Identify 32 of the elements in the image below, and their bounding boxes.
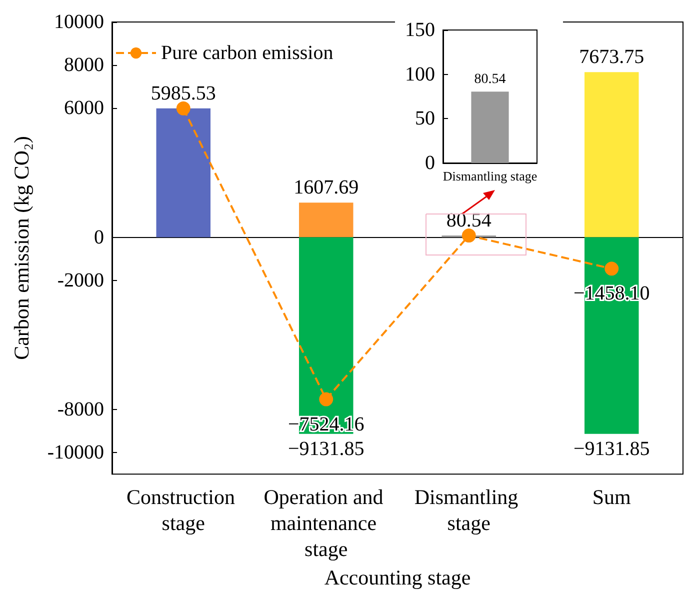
y-axis-title: Carbon emission (kg CO₂) — [10, 136, 34, 360]
point — [176, 101, 190, 116]
y-tick-label: 0 — [94, 226, 104, 248]
data-label: −9131.85 — [288, 438, 364, 460]
x-axis-title: Accounting stage — [324, 566, 471, 590]
y-tick-label: 0 — [425, 152, 435, 174]
data-label: 7673.75 — [579, 46, 644, 68]
data-label: 80.54 — [474, 72, 506, 88]
x-tick-label: Construction stage — [126, 485, 240, 536]
bar — [299, 202, 354, 238]
bar — [584, 72, 639, 238]
y-tick-label: -8000 — [57, 398, 104, 421]
point — [604, 262, 619, 276]
y-tick-label: 50 — [415, 108, 435, 130]
legend-label: Pure carbon emission — [161, 42, 334, 64]
x-tick-label: Operation and maintenance stage — [264, 485, 389, 562]
y-tick-label: 100 — [405, 63, 435, 86]
y-tick-label: -10000 — [47, 442, 104, 464]
point — [462, 228, 476, 243]
y-tick-label: 8000 — [64, 54, 104, 76]
x-tick-label: Dismantling stage — [442, 168, 538, 184]
point — [319, 392, 334, 406]
x-tick-label: Dismantling stage — [414, 485, 524, 536]
bar — [156, 108, 210, 238]
data-label: −9131.85 — [573, 438, 650, 460]
y-tick-label: 150 — [405, 19, 435, 41]
data-label: 1607.69 — [294, 176, 359, 199]
x-tick-label: Sum — [592, 485, 631, 510]
y-tick-label: -2000 — [57, 269, 104, 292]
y-tick-label: 10000 — [54, 11, 104, 33]
data-label: 5985.53 — [150, 82, 216, 104]
y-tick-label: 6000 — [64, 97, 104, 120]
